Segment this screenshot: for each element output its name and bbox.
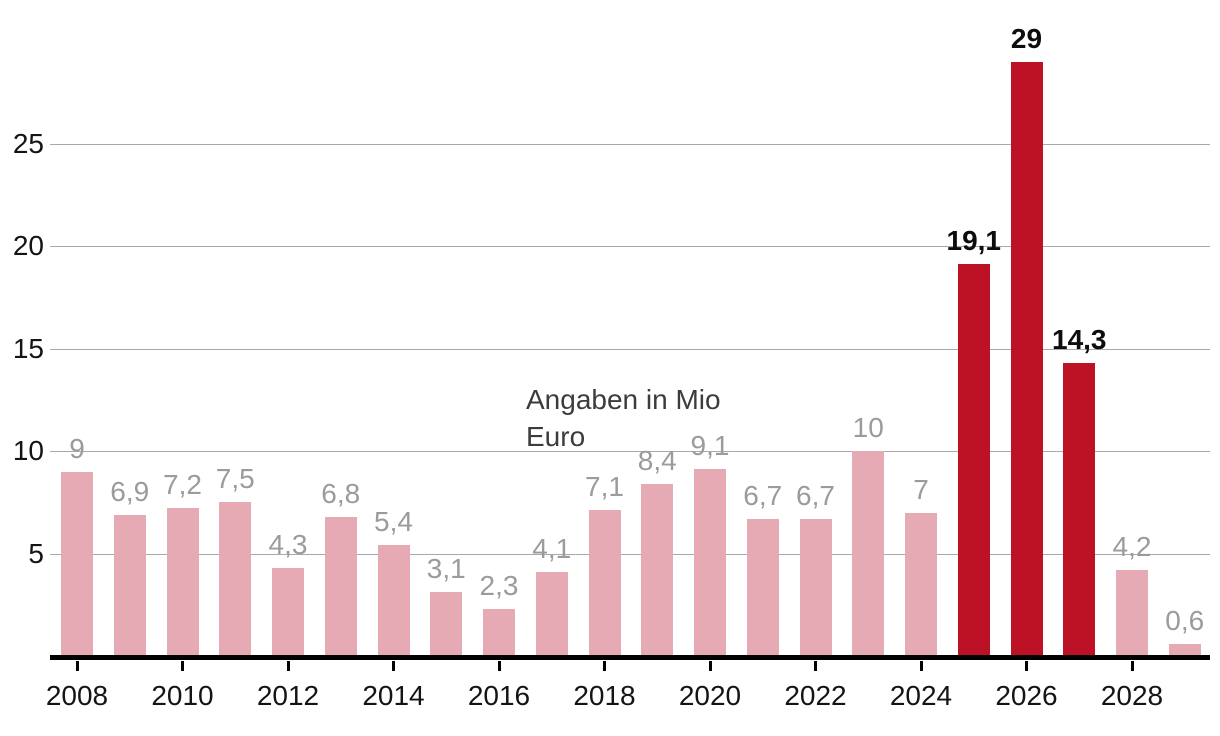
y-tick-label: 5 (28, 538, 44, 569)
bar-value-label-2011: 7,5 (215, 463, 255, 495)
y-tick-label: 20 (12, 230, 44, 261)
bar-value-label-2027: 14,3 (1052, 323, 1107, 355)
bar-value-label-2019: 8,4 (637, 444, 677, 476)
x-tick-label-2022: 2022 (784, 680, 847, 711)
chart-annotation: Angaben in Mio Euro (526, 381, 721, 455)
bar-value-label-2016: 2,3 (479, 569, 519, 601)
bar-2025 (957, 264, 990, 656)
bar-2023 (852, 451, 885, 656)
axis-tick-2016 (497, 661, 501, 671)
bar-value-label-2010: 7,2 (163, 469, 202, 501)
bar-2009 (113, 514, 146, 656)
bar-2018 (588, 510, 621, 656)
bar-value-label-2015: 3,1 (426, 553, 466, 585)
y-tick-label: 25 (12, 128, 44, 159)
bar-2022 (799, 518, 832, 656)
bar-2021 (746, 518, 779, 656)
x-axis-line (50, 655, 1210, 660)
axis-tick-2008 (75, 661, 79, 671)
x-tick-label-2014: 2014 (362, 680, 425, 711)
gridline (50, 144, 1210, 145)
bar-value-label-2025: 19,1 (946, 225, 1002, 257)
y-tick-label: 10 (12, 435, 44, 466)
x-tick-label-2018: 2018 (573, 680, 636, 711)
bar-2027 (1063, 362, 1096, 656)
bar-value-label-2026: 29 (1010, 22, 1043, 54)
bar-2026 (1010, 61, 1043, 656)
x-tick-label-2026: 2026 (995, 680, 1058, 711)
bar-value-label-2029: 0,6 (1165, 604, 1205, 636)
x-tick-label-2016: 2016 (467, 680, 531, 711)
bar-value-label-2008: 9 (69, 432, 85, 464)
bar-2029 (1168, 643, 1201, 656)
axis-tick-2024 (919, 661, 923, 671)
bar-2011 (219, 502, 252, 656)
gridline (50, 246, 1210, 247)
bar-value-label-2021: 6,7 (743, 479, 783, 511)
bar-2008 (61, 471, 93, 656)
axis-tick-2020 (708, 661, 712, 671)
gridline (50, 554, 1210, 555)
bar-2020 (694, 469, 726, 656)
axis-tick-2028 (1130, 661, 1134, 671)
bar-2019 (641, 483, 674, 656)
bar-value-label-2014: 5,4 (374, 506, 413, 538)
bar-2015 (430, 592, 463, 656)
annotation-line1: Angaben in Mio (526, 384, 721, 415)
annotation-line2: Euro (526, 421, 586, 452)
bar-2012 (272, 567, 304, 656)
bar-2024 (905, 512, 937, 656)
axis-tick-2022 (814, 661, 817, 671)
bar-value-label-2009: 6,9 (110, 475, 150, 507)
bar-value-label-2022: 6,7 (796, 479, 835, 511)
x-tick-label-2010: 2010 (151, 680, 214, 711)
bar-2013 (324, 516, 357, 656)
bar-value-label-2023: 10 (852, 412, 884, 443)
gridline (50, 349, 1210, 350)
bar-2014 (377, 545, 410, 656)
axis-tick-2010 (181, 661, 184, 671)
x-tick-label-2024: 2024 (889, 680, 953, 711)
axis-tick-2012 (286, 661, 290, 671)
bar-value-label-2017: 4,1 (532, 532, 572, 564)
bar-value-label-2028: 4,2 (1112, 530, 1152, 562)
bar-2028 (1116, 569, 1148, 656)
bar-value-label-2024: 7 (913, 473, 929, 505)
bar-2017 (535, 571, 568, 656)
x-tick-label-2020: 2020 (678, 680, 742, 711)
bar-2016 (483, 608, 515, 656)
axis-tick-2014 (392, 661, 395, 671)
bar-value-label-2012: 4,3 (268, 528, 308, 560)
axis-tick-2018 (603, 661, 606, 671)
axis-tick-2026 (1025, 661, 1028, 671)
bar-value-label-2018: 7,1 (585, 471, 624, 503)
x-tick-label-2008: 2008 (45, 680, 109, 711)
x-tick-label-2012: 2012 (256, 680, 320, 711)
y-tick-label: 15 (12, 333, 44, 364)
x-tick-label-2028: 2028 (1100, 680, 1164, 711)
bar-2010 (166, 508, 199, 656)
gridline (50, 451, 1210, 452)
bar-value-label-2020: 9,1 (690, 430, 730, 462)
bar-value-label-2013: 6,8 (321, 477, 361, 509)
